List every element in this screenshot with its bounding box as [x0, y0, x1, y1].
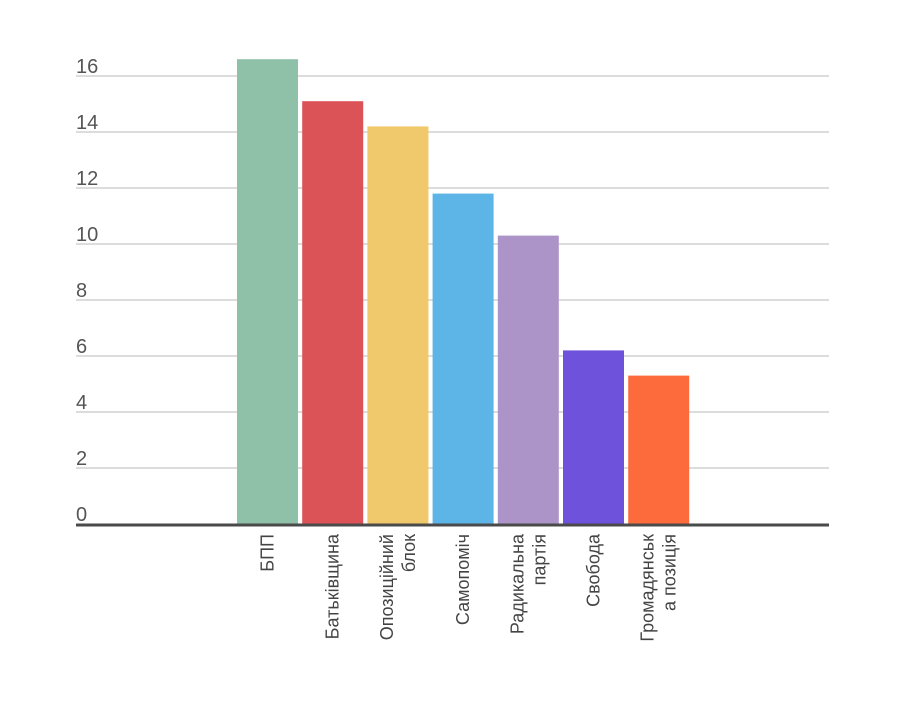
x-tick-label: Самопоміч [453, 534, 473, 625]
x-tick-label: блок [399, 534, 419, 572]
x-tick-label: Радикальна [507, 533, 527, 634]
bars [237, 59, 690, 525]
y-tick-label: 14 [76, 112, 98, 134]
x-tick-label: а позиція [660, 534, 680, 611]
y-axis-ticks: 0 2 4 6 8 10 12 14 16 [76, 56, 98, 526]
y-tick-label: 2 [76, 448, 87, 470]
x-tick-label: Громадянськ [638, 534, 658, 642]
x-axis-labels: БПП Батьківщина Опозиційний блок Самопоміч Ра… [258, 533, 680, 642]
y-tick-label: 8 [76, 280, 87, 302]
bar [367, 126, 429, 525]
x-tick-label: Опозиційний [377, 534, 397, 640]
y-tick-label: 16 [76, 56, 98, 78]
x-tick-label: Батьківщина [323, 533, 343, 639]
y-tick-label: 10 [76, 224, 98, 246]
y-tick-label: 12 [76, 168, 98, 190]
y-tick-label: 0 [76, 504, 87, 526]
y-tick-label: 6 [76, 336, 87, 358]
x-tick-label: партія [529, 534, 549, 585]
bar [563, 350, 624, 524]
bar [237, 59, 298, 524]
bar [432, 193, 494, 524]
x-tick-label: Свобода [584, 533, 604, 607]
y-tick-label: 4 [76, 392, 87, 414]
x-tick-label: БПП [258, 534, 278, 572]
bar [302, 101, 364, 524]
bar [497, 235, 559, 524]
bar [628, 375, 690, 524]
